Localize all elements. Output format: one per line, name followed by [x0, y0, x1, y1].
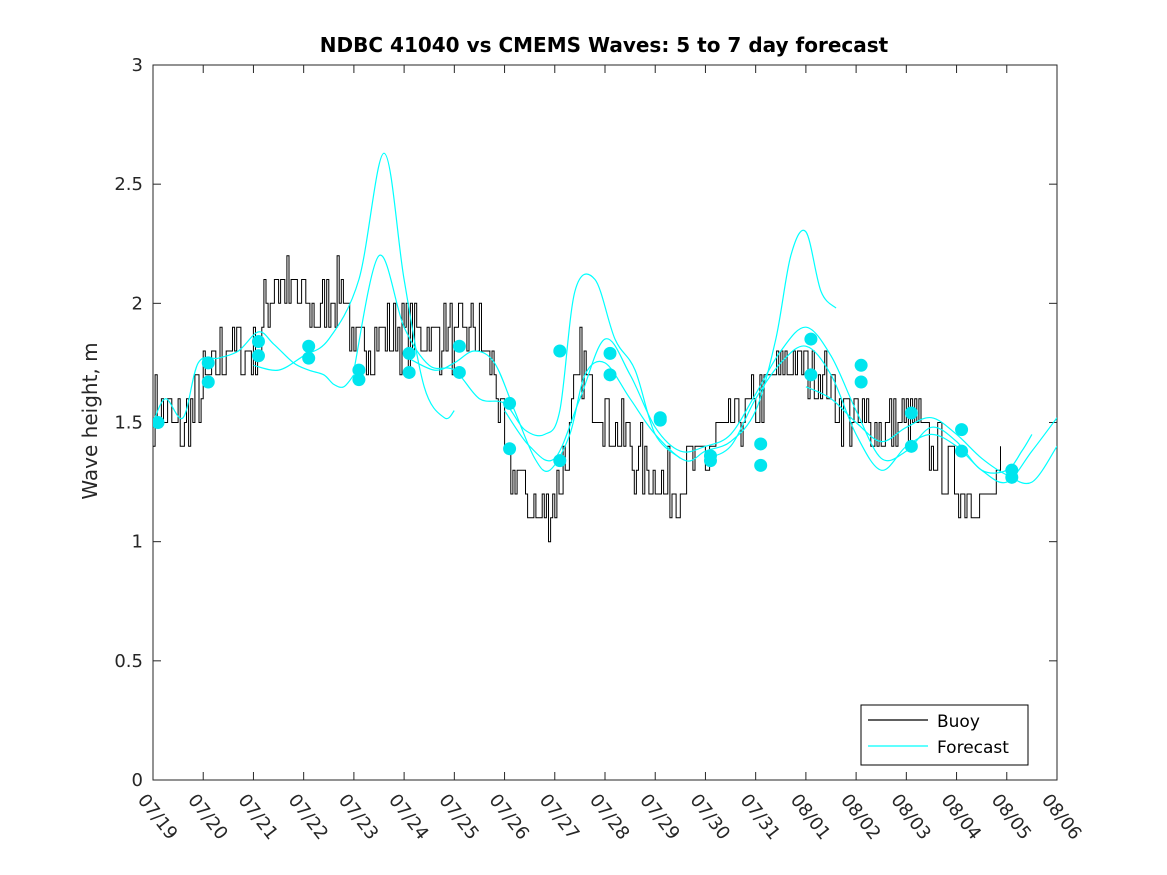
forecast-marker [251, 349, 265, 363]
series-line-forecast-3 [353, 254, 681, 459]
forecast-marker [302, 339, 316, 353]
forecast-marker [201, 375, 215, 389]
forecast-marker [1005, 470, 1019, 484]
forecast-marker [553, 344, 567, 358]
forecast-marker [352, 363, 366, 377]
forecast-marker [251, 334, 265, 348]
forecast-marker [754, 437, 768, 451]
forecast-marker [452, 339, 466, 353]
forecast-marker [352, 373, 366, 387]
y-tick-label: 0.5 [114, 651, 143, 672]
forecast-marker [452, 365, 466, 379]
forecast-marker [703, 454, 717, 468]
y-tick-label: 3 [132, 55, 143, 76]
y-tick-label: 2.5 [114, 174, 143, 195]
forecast-marker [402, 365, 416, 379]
series-line-forecast-6 [705, 345, 1057, 484]
legend-forecast-label: Forecast [937, 738, 1009, 758]
forecast-marker [955, 444, 969, 458]
forecast-marker [153, 416, 165, 429]
chart-title: NDBC 41040 vs CMEMS Waves: 5 to 7 day fo… [320, 33, 889, 57]
forecast-marker [904, 439, 918, 453]
forecast-marker [603, 368, 617, 382]
legend-box [860, 704, 1029, 766]
series-line-forecast-4 [403, 229, 837, 472]
series-group [153, 152, 1057, 543]
y-tick-label: 1.5 [114, 413, 143, 434]
forecast-marker [955, 423, 969, 437]
forecast-marker [503, 442, 517, 456]
forecast-marker [804, 368, 818, 382]
y-axis-label: Wave height, m [78, 342, 102, 499]
forecast-marker [653, 413, 667, 427]
forecast-marker [302, 351, 316, 365]
forecast-marker [754, 458, 768, 472]
forecast-marker [553, 454, 567, 468]
y-tick-label: 2 [132, 293, 143, 314]
series-line-forecast-1 [153, 331, 355, 423]
forecast-marker [402, 346, 416, 360]
forecast-marker [201, 356, 215, 370]
forecast-marker [854, 375, 868, 389]
legend-buoy-label: Buoy [937, 712, 980, 732]
forecast-marker [603, 346, 617, 360]
series-line-buoy [153, 255, 1001, 543]
forecast-marker [904, 406, 918, 420]
forecast-marker [503, 396, 517, 410]
y-tick-label: 1 [132, 532, 143, 553]
forecast-marker [854, 358, 868, 372]
y-tick-label: 0 [132, 770, 143, 791]
legend: Buoy Forecast [860, 704, 1029, 766]
forecast-marker [804, 332, 818, 346]
series-line-forecast-2 [253, 152, 455, 420]
